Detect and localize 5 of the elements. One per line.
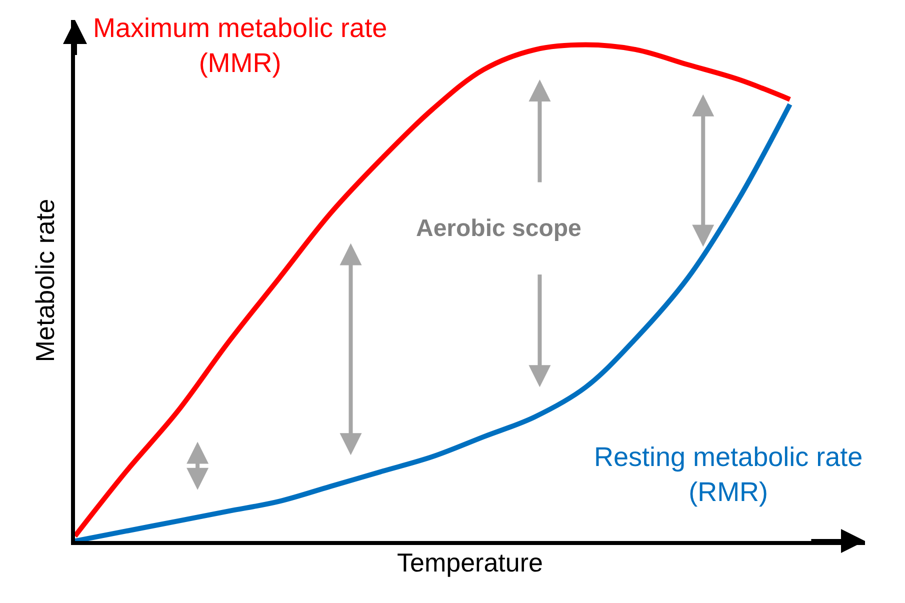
annotation: Aerobic scope <box>416 215 582 242</box>
series-label: Maximum metabolic rate (MMR) <box>93 13 388 78</box>
series-label: Resting metabolic rate (RMR) <box>594 442 863 508</box>
x-axis-title: Temperature <box>397 548 543 578</box>
y-axis-title: Metabolic rate <box>30 198 60 362</box>
